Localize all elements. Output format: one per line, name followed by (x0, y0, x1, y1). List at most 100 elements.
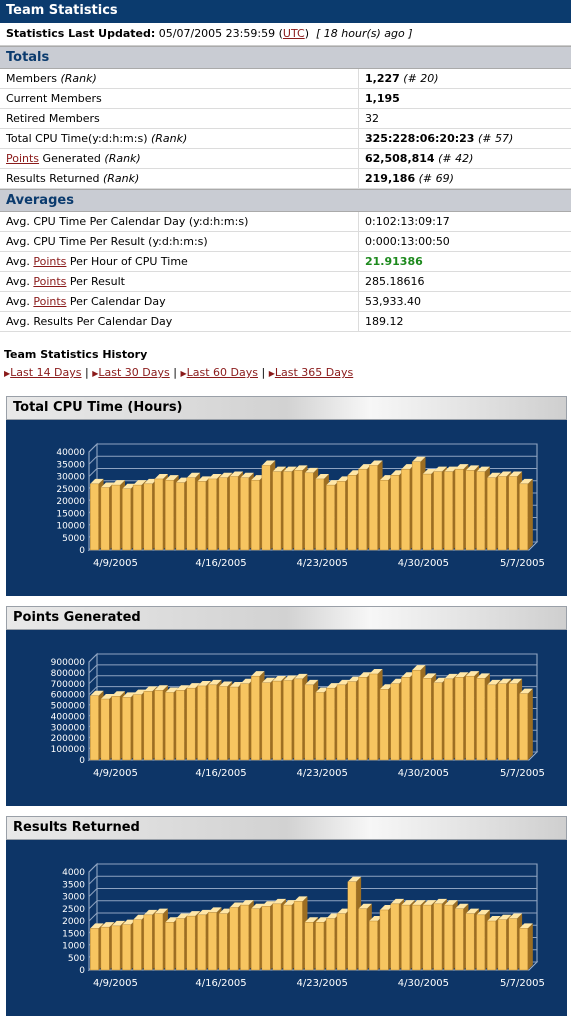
row-value: 32 (358, 108, 571, 129)
bar (422, 678, 432, 761)
gridline (88, 675, 537, 685)
bar-top (154, 473, 168, 479)
bar-top (251, 671, 265, 677)
x-tick-label: 5/7/2005 (500, 768, 545, 779)
bar (401, 904, 410, 971)
points-link[interactable]: Points (6, 152, 40, 165)
x-tick-label: 4/16/2005 (195, 978, 246, 989)
bar-top (326, 683, 340, 689)
bar-top (111, 480, 126, 486)
bar (89, 928, 99, 971)
row-value: 21.91386 (358, 251, 571, 272)
bar (379, 909, 389, 971)
bar (283, 904, 292, 971)
row-label: Avg. CPU Time Per Calendar Day (y:d:h:m:… (0, 212, 359, 232)
bar-top (455, 903, 469, 909)
y-tick-label: 25000 (56, 485, 85, 495)
bar (465, 913, 475, 971)
bar (229, 907, 239, 971)
points-link[interactable]: Points (33, 255, 67, 268)
y-tick-label: 3000 (62, 893, 85, 903)
gridline (88, 653, 537, 663)
last-updated: Statistics Last Updated: 05/07/2005 23:5… (0, 23, 571, 46)
bar (444, 904, 453, 971)
bar-top (476, 466, 490, 472)
range-link-14[interactable]: Last 14 Days (10, 366, 82, 379)
rank-label: (Rank) (151, 132, 188, 145)
bar (336, 913, 346, 971)
gridline (88, 888, 537, 897)
bar-top (337, 679, 351, 685)
x-tick-label: 5/7/2005 (500, 558, 545, 569)
bar (293, 470, 303, 551)
row-value: 1,227 (365, 72, 400, 85)
bar-top (122, 692, 136, 698)
bar-top (487, 472, 501, 478)
bar (519, 928, 529, 971)
bar-top (261, 677, 276, 683)
row-label: Retired Members (6, 112, 100, 125)
bar-top (197, 909, 211, 915)
bar (508, 476, 518, 551)
rank-label: (Rank) (60, 72, 97, 85)
bar-top (208, 679, 222, 685)
x-tick-label: 4/30/2005 (398, 558, 449, 569)
link-separator: | (261, 366, 266, 379)
bar (347, 881, 357, 971)
arrow-right-icon: ▶ (268, 369, 275, 378)
bar (379, 479, 389, 551)
bar-top (358, 903, 372, 909)
y-tick-label: 10000 (56, 522, 85, 532)
bar (519, 693, 529, 761)
bar-top (433, 677, 447, 683)
bar-top (390, 470, 405, 476)
bar (165, 922, 174, 971)
bar-top (422, 469, 437, 475)
chart-body: 0 5000 10000 15000 20000 25000 30000 35000 40000… (6, 420, 567, 596)
bar-top (326, 480, 340, 486)
range-link-30[interactable]: Last 30 Days (98, 366, 170, 379)
bar-top (412, 456, 426, 462)
table-row: Avg. CPU Time Per Calendar Day (y:d:h:m:… (0, 212, 571, 232)
bar-top (519, 478, 533, 484)
bar-top (497, 471, 512, 477)
y-tick-label: 2500 (62, 905, 85, 915)
range-link-365[interactable]: Last 365 Days (274, 366, 354, 379)
bar-top (304, 679, 319, 685)
bar (186, 687, 196, 761)
bar (186, 915, 196, 971)
range-link-60[interactable]: Last 60 Days (186, 366, 258, 379)
bar-top (229, 682, 244, 688)
bar (143, 691, 153, 761)
gridline (88, 468, 537, 477)
cpu-time-chart-panel: Total CPU Time (Hours) 0 5000 10000 15000 20… (6, 396, 567, 596)
x-tick-label: 4/16/2005 (195, 558, 246, 569)
bar-top (90, 478, 104, 484)
bar (143, 483, 153, 551)
bar (433, 903, 443, 971)
bar-top (261, 460, 276, 466)
bar (304, 472, 314, 551)
x-tick-label: 4/9/2005 (93, 558, 138, 569)
bar-top (369, 668, 383, 674)
points-link[interactable]: Points (33, 275, 67, 288)
bar (186, 477, 196, 551)
bar-top (251, 475, 265, 481)
utc-link[interactable]: UTC (282, 27, 305, 40)
bar (369, 673, 378, 761)
bar-top (379, 684, 394, 690)
row-value: 285.18616 (358, 271, 571, 292)
bar (347, 475, 357, 551)
bar-side (527, 688, 533, 760)
gridline (88, 664, 537, 674)
link-separator: | (173, 366, 177, 379)
bar-side (527, 923, 533, 970)
points-link[interactable]: Points (33, 295, 67, 308)
bar-top (304, 917, 319, 923)
bar-top (111, 920, 126, 926)
bar-top (508, 913, 523, 919)
bar-top (444, 466, 458, 472)
bar-top (487, 679, 501, 685)
bar-top (294, 673, 308, 679)
bar-top (304, 467, 319, 473)
